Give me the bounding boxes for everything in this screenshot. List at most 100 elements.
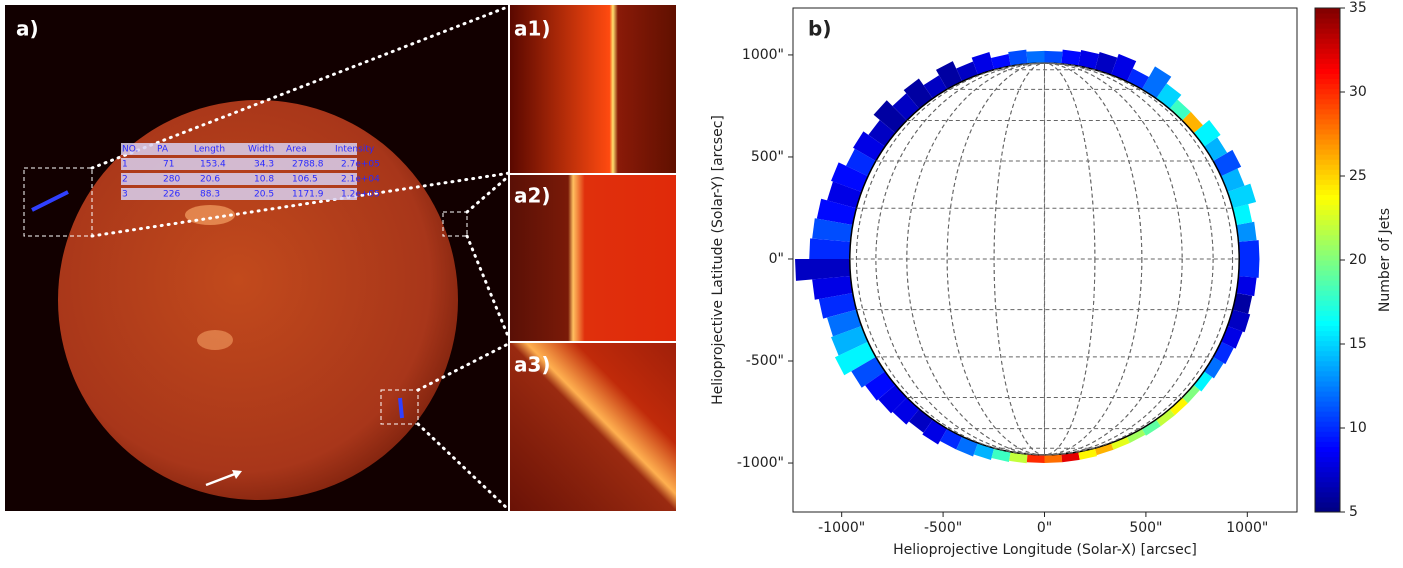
colorbar-swatch: [1315, 341, 1340, 347]
colorbar-swatch: [1315, 446, 1340, 452]
colorbar-swatch: [1315, 169, 1340, 175]
colorbar-tick-label: 5: [1349, 504, 1358, 520]
colorbar-swatch: [1315, 361, 1340, 367]
jet-bar: [809, 238, 850, 259]
colorbar-swatch: [1315, 104, 1340, 110]
colorbar-swatch: [1315, 320, 1340, 326]
colorbar-label: Number of Jets: [1377, 208, 1393, 312]
colorbar-swatch: [1315, 346, 1340, 352]
colorbar-swatch: [1315, 149, 1340, 155]
colorbar-swatch: [1315, 109, 1340, 115]
colorbar-swatch: [1315, 436, 1340, 442]
colorbar-swatch: [1315, 99, 1340, 105]
colorbar-swatch: [1315, 457, 1340, 463]
colorbar-swatch: [1315, 275, 1340, 281]
table-cell: 1171.9: [292, 190, 324, 200]
table-cell: 226: [163, 190, 180, 200]
colorbar-swatch: [1315, 381, 1340, 387]
table-header: Width: [248, 145, 274, 155]
colorbar-swatch: [1315, 497, 1340, 503]
colorbar-tick-label: 10: [1349, 420, 1367, 436]
colorbar-swatch: [1315, 411, 1340, 417]
table-header: Area: [286, 145, 307, 155]
colorbar-swatch: [1315, 144, 1340, 150]
jet-bar: [1236, 222, 1256, 242]
table-cell: 20.5: [254, 190, 274, 200]
colorbar-swatch: [1315, 245, 1340, 251]
table-cell: 153.4: [200, 160, 226, 170]
colorbar-swatch: [1315, 38, 1340, 44]
colorbar-swatch: [1315, 159, 1340, 165]
table-cell: 1.2e+05: [341, 190, 380, 200]
table-header: NO.: [122, 145, 138, 155]
colorbar-swatch: [1315, 391, 1340, 397]
colorbar-swatch: [1315, 331, 1340, 337]
colorbar-swatch: [1315, 220, 1340, 226]
table-header: Intensity: [335, 145, 375, 155]
colorbar-swatch: [1315, 23, 1340, 29]
x-tick-label: -1000": [818, 520, 865, 536]
table-cell: 1: [122, 160, 128, 170]
colorbar-swatch: [1315, 154, 1340, 160]
colorbar-swatch: [1315, 184, 1340, 190]
colorbar-swatch: [1315, 225, 1340, 231]
colorbar-swatch: [1315, 356, 1340, 362]
table-cell: 106.5: [292, 175, 318, 185]
x-tick-label: 1000": [1226, 520, 1268, 536]
colorbar-swatch: [1315, 119, 1340, 125]
panel-b: -1000"-500"0"500"1000"-1000"-500"0"500"1…: [710, 0, 1393, 558]
colorbar-swatch: [1315, 366, 1340, 372]
jet-bar: [1236, 276, 1256, 296]
colorbar-swatch: [1315, 68, 1340, 74]
table-header: PA: [157, 145, 169, 155]
colorbar-swatch: [1315, 376, 1340, 382]
table-cell: 71: [163, 160, 174, 170]
colorbar-swatch: [1315, 467, 1340, 473]
colorbar-swatch: [1315, 48, 1340, 54]
jet-bar: [1238, 259, 1259, 278]
colorbar-swatch: [1315, 114, 1340, 120]
colorbar-swatch: [1315, 84, 1340, 90]
colorbar-swatch: [1315, 310, 1340, 316]
colorbar-swatch: [1315, 290, 1340, 296]
jet-bar: [1044, 51, 1062, 64]
inset-label: a1): [514, 17, 551, 41]
colorbar-swatch: [1315, 200, 1340, 206]
table-cell: 280: [163, 175, 180, 185]
jet-bar: [1238, 240, 1259, 259]
colorbar-swatch: [1315, 492, 1340, 498]
colorbar-swatch: [1315, 63, 1340, 69]
colorbar-swatch: [1315, 28, 1340, 34]
colorbar-swatch: [1315, 431, 1340, 437]
panel-label: b): [808, 17, 831, 41]
active-region: [185, 205, 235, 225]
colorbar-swatch: [1315, 58, 1340, 64]
colorbar-swatch: [1315, 351, 1340, 357]
colorbar-swatch: [1315, 487, 1340, 493]
colorbar-swatch: [1315, 315, 1340, 321]
colorbar-swatch: [1315, 210, 1340, 216]
table-cell: 2788.8: [292, 160, 324, 170]
colorbar-swatch: [1315, 441, 1340, 447]
colorbar-swatch: [1315, 396, 1340, 402]
colorbar-swatch: [1315, 280, 1340, 286]
y-tick-label: -1000": [737, 455, 784, 471]
table-row-bg: [121, 173, 357, 185]
colorbar-swatch: [1315, 8, 1340, 14]
colorbar-tick-label: 15: [1349, 336, 1367, 352]
colorbar-swatch: [1315, 406, 1340, 412]
colorbar-swatch: [1315, 240, 1340, 246]
colorbar-swatch: [1315, 129, 1340, 135]
table-cell: 3: [122, 190, 128, 200]
colorbar-swatch: [1315, 255, 1340, 261]
colorbar-swatch: [1315, 174, 1340, 180]
y-tick-label: 0": [769, 251, 784, 267]
colorbar-swatch: [1315, 482, 1340, 488]
colorbar-swatch: [1315, 502, 1340, 508]
y-tick-label: 1000": [742, 47, 784, 63]
colorbar-swatch: [1315, 53, 1340, 59]
inset-label: a3): [514, 353, 551, 377]
colorbar-swatch: [1315, 426, 1340, 432]
jet-bar: [1026, 51, 1044, 64]
